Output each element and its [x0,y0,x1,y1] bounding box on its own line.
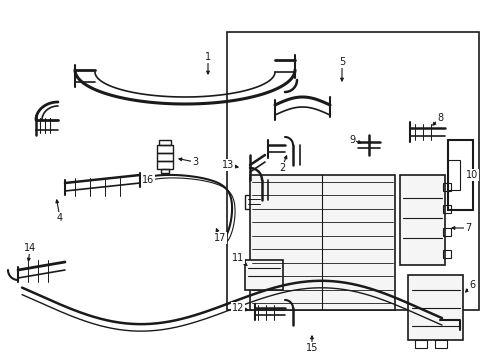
Bar [442,183,450,191]
Bar [227,32,478,310]
Text: 17: 17 [213,233,226,243]
Bar [442,228,450,236]
Bar [159,140,171,145]
Text: 2: 2 [278,163,285,173]
Bar [244,260,283,290]
Text: 8: 8 [436,113,442,123]
Bar [442,250,450,258]
Text: 1: 1 [204,52,211,62]
Text: 6: 6 [468,280,474,290]
Text: 3: 3 [192,157,198,167]
Bar [157,145,173,153]
Text: 7: 7 [464,223,470,233]
Bar [244,195,263,209]
Text: 14: 14 [24,243,36,253]
Bar [249,175,394,310]
Bar [434,340,446,348]
Text: 4: 4 [57,213,63,223]
Text: 11: 11 [231,253,244,263]
Text: 12: 12 [231,303,244,313]
Text: 5: 5 [338,57,345,67]
Text: 9: 9 [348,135,354,145]
Text: 13: 13 [222,160,234,170]
Bar [447,160,459,190]
Bar [157,153,173,161]
Text: 10: 10 [465,170,477,180]
Bar [407,275,462,340]
Text: 16: 16 [142,175,154,185]
Bar [414,340,426,348]
Bar [161,169,169,173]
Bar [399,175,444,265]
Bar [442,205,450,213]
Text: 15: 15 [305,343,318,353]
Bar [157,161,173,169]
Bar [447,140,472,210]
